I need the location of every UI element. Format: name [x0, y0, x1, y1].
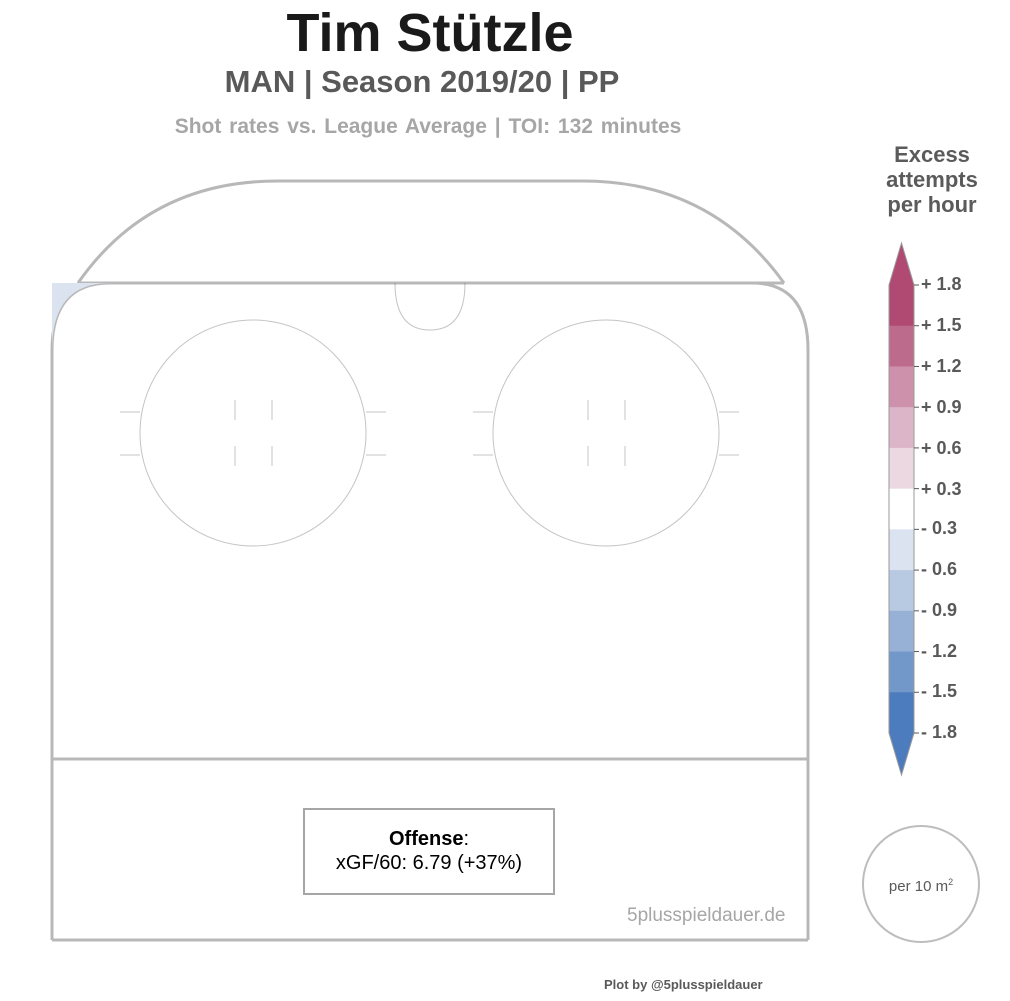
legend-tick: + 0.9	[921, 397, 962, 417]
legend-swatch	[889, 407, 914, 449]
offense-label-colon: :	[463, 828, 470, 850]
legend-color-bar	[888, 241, 919, 777]
heatmap-contour-neutral-pocket	[445, 474, 486, 529]
legend-swatch	[889, 366, 914, 408]
legend-tick: + 0.6	[921, 438, 962, 458]
legend-tick: - 1.2	[921, 641, 958, 661]
heatmap-contour-neg-0-6-bottom	[536, 691, 783, 758]
legend-tick: - 0.9	[921, 600, 958, 620]
legend-tick: - 0.3	[921, 518, 958, 538]
legend-swatch	[889, 570, 914, 612]
watermark: 5plusspieldauer.de	[627, 905, 786, 926]
heatmap	[52, 283, 808, 758]
legend-tick: - 0.6	[921, 559, 958, 579]
heatmap-contour-neg-1-8-top	[415, 305, 463, 376]
rink-markings	[120, 282, 739, 547]
legend-tick: + 0.3	[921, 479, 962, 499]
legend-title-line-3: per hour	[887, 192, 977, 217]
legend-swatch	[889, 692, 914, 734]
legend-swatch	[889, 447, 914, 490]
heatmap-contour-neg-1-8-right	[645, 483, 676, 520]
plot-credit: Plot by @5plusspieldauer	[604, 977, 763, 992]
area-scale-label: per 10 m2	[864, 877, 978, 895]
heatmap-trough-left	[246, 426, 260, 440]
legend-tick: + 1.5	[921, 315, 962, 335]
legend-cap-high	[889, 243, 914, 285]
area-scale-circle: per 10 m2	[862, 825, 980, 943]
offense-xgf-value: xGF/60: 6.79 (+37%)	[335, 852, 523, 874]
legend-swatch	[889, 488, 914, 530]
heatmap-contour-neg-1-8-pocket	[272, 365, 293, 389]
legend-tick: - 1.8	[921, 722, 958, 742]
heatmap-peak-right	[598, 425, 614, 441]
legend-title-line-1: Excess	[894, 142, 970, 167]
legend-swatch	[889, 529, 914, 571]
legend-cap-low	[889, 733, 914, 775]
legend-tick: - 1.5	[921, 681, 958, 701]
offense-summary-box: Offense: xGF/60: 6.79 (+37%)	[303, 808, 555, 895]
legend-tick: + 1.8	[921, 274, 962, 294]
chart-subtitle: MAN | Season 2019/20 | PP	[224, 64, 620, 99]
chart-description: Shot rates vs. League Average | TOI: 132…	[174, 115, 682, 138]
legend-swatch	[889, 285, 914, 327]
offense-label-text: Offense	[388, 828, 464, 850]
legend-title-line-2: attempts	[886, 167, 978, 192]
chart-title: Tim Stützle	[286, 3, 574, 63]
legend-swatch	[889, 610, 914, 653]
legend-tick: + 1.2	[921, 356, 962, 376]
offense-label: Offense:	[305, 828, 553, 851]
heatmap-contour-neg-1-8	[148, 414, 486, 705]
legend-swatch	[889, 325, 914, 367]
area-scale-exponent: 2	[948, 877, 954, 887]
legend-title: Excess attempts per hour	[862, 142, 1002, 217]
area-scale-text: per 10 m	[888, 878, 949, 895]
legend-swatch	[889, 651, 914, 693]
heatmap-contour-pos-0-3-dot	[748, 552, 763, 576]
